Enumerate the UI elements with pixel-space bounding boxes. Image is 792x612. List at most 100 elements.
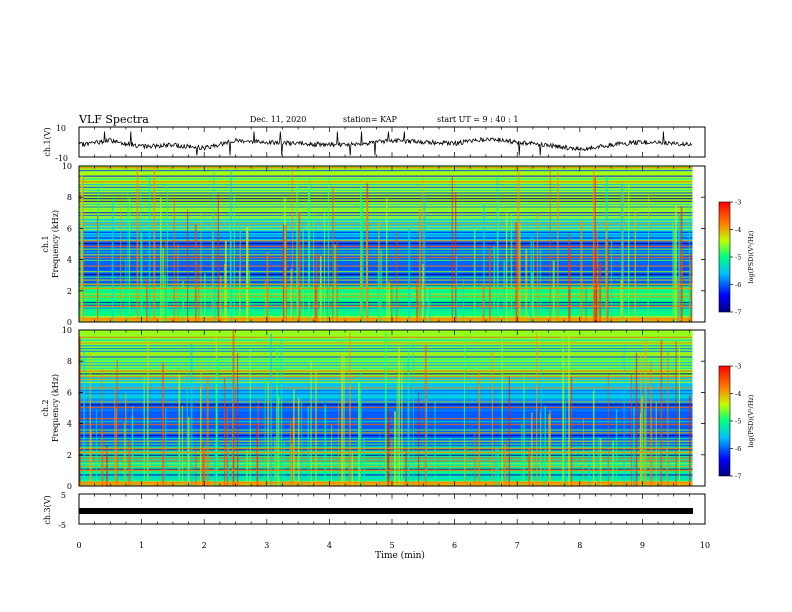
spectrogram-ytick-label: 2 — [67, 287, 72, 296]
spectrogram-streak — [365, 199, 368, 322]
spectrogram-streak — [323, 207, 326, 322]
station-label: station= KAP — [343, 115, 398, 124]
spectrogram-streak — [633, 406, 636, 486]
spectrogram-streak — [249, 350, 251, 486]
spectrogram-stripe — [79, 331, 693, 333]
spectrogram-streak — [336, 239, 338, 322]
spectrogram-stripe — [79, 175, 693, 177]
spectrogram-streak — [291, 166, 293, 322]
spectrogram-streak — [120, 206, 122, 322]
spectrogram-stripe — [79, 195, 693, 197]
spectrogram-streak — [596, 282, 598, 322]
spectrogram-streak — [105, 445, 108, 486]
spectrogram-streak — [359, 389, 362, 486]
spectrogram-streak — [548, 414, 551, 486]
spectrogram-streak — [198, 264, 200, 322]
spectrogram-streak — [331, 424, 332, 486]
spectrogram-streak — [280, 339, 283, 486]
spectrogram-streak — [186, 373, 188, 486]
spectrogram-streak — [408, 228, 411, 322]
spectrogram-streak — [465, 445, 467, 486]
spectrogram-streak — [536, 332, 538, 486]
spectrogram-streak — [635, 352, 638, 486]
time-tick-label: 1 — [139, 541, 144, 550]
spectrogram-streak — [597, 437, 600, 486]
spectrogram-streak — [233, 194, 235, 322]
spectrogram-streak — [203, 448, 206, 486]
spectrogram-streak — [232, 330, 235, 486]
spectrogram-streak — [504, 443, 507, 486]
spectrogram-streak — [563, 351, 565, 486]
spectrogram-streak — [634, 209, 636, 322]
spectrogram-streak — [278, 396, 280, 486]
spectrogram-streak — [283, 196, 286, 322]
spectrogram-streak — [570, 377, 573, 486]
ch2-colorbar-gradient — [718, 365, 731, 477]
spectrogram-streak — [549, 166, 551, 322]
ch1-spectrogram-yticks: 0 2 4 6 8 10 — [62, 162, 705, 327]
spectrogram-ytick-label: 8 — [67, 357, 72, 366]
spectrogram-streak — [510, 213, 513, 322]
spectrogram-streak — [213, 172, 215, 322]
spectrogram-streak — [528, 448, 531, 486]
time-tick-label: 6 — [452, 541, 457, 550]
spectrogram-streak — [202, 442, 204, 486]
spectrogram-stripe — [79, 268, 693, 270]
spectrogram-streak — [615, 409, 618, 486]
spectrogram-streak — [79, 337, 81, 486]
spectrogram-stripe — [79, 209, 693, 211]
spectrogram-streak — [658, 441, 660, 486]
ch1-waveform-ylabel: ch.1(V) — [43, 127, 52, 156]
spectrogram-streak — [515, 222, 518, 322]
spectrogram-stripe — [79, 189, 693, 191]
spectrogram-streak — [423, 195, 426, 322]
spectrogram-line — [79, 482, 693, 484]
spectrogram-streak — [237, 353, 239, 486]
spectrogram-streak — [285, 225, 287, 322]
spectrogram-streak — [474, 433, 476, 486]
spectrogram-streak — [264, 280, 266, 322]
spectrogram-streak — [297, 282, 299, 322]
ch1-spectrogram-panel: 0 2 4 6 8 10 ch.1 Frequency (kHz) — [41, 162, 706, 327]
time-tick-label: 5 — [389, 541, 394, 550]
colorbar-tick-label: -3 — [735, 363, 741, 371]
spectrogram-streak — [677, 277, 679, 322]
spectrogram-streak — [264, 377, 266, 486]
spectrogram-streak — [660, 339, 663, 486]
spectrogram-stripe — [79, 262, 693, 264]
spectrogram-line — [79, 305, 693, 308]
date-label: Dec. 11, 2020 — [250, 115, 306, 124]
spectrogram-streak — [672, 222, 674, 322]
spectrogram-streak — [525, 249, 528, 322]
spectrogram-streak — [89, 353, 91, 486]
spectrogram-streak — [128, 441, 131, 486]
ch1-waveform-panel: 10 -10 ch.1(V) — [43, 124, 706, 163]
time-tick-label: 3 — [264, 541, 269, 550]
spectrogram-streak — [530, 236, 533, 322]
spectrogram-streak — [114, 389, 116, 486]
colorbar-tick-label: -4 — [735, 226, 741, 234]
spectrogram-streak — [689, 207, 691, 322]
spectrogram-streak — [424, 344, 427, 486]
ch1-colorbar-gradient — [718, 201, 731, 313]
spectrogram-streak — [517, 168, 520, 322]
spectrogram-streak — [523, 373, 525, 486]
ch1-spectrogram-ylabel-freq: Frequency (kHz) — [51, 210, 60, 278]
spectrogram-streak — [599, 438, 602, 486]
spectrogram-stripe — [79, 315, 693, 318]
spectrogram-blank — [692, 330, 705, 486]
colorbar-tick-label: -5 — [735, 254, 741, 262]
spectrogram-stripe — [79, 276, 693, 278]
ch2-colorbar: -3 -4 -5 -6 -7 log(PSD)(V²/Hz) — [718, 363, 755, 481]
spectrogram-streak — [519, 223, 521, 322]
spectrogram-stripe — [79, 231, 693, 233]
spectrogram-ytick-label: 8 — [67, 193, 72, 202]
colorbar-tick-label: -5 — [735, 418, 741, 426]
time-tick-label: 4 — [327, 541, 332, 550]
spectrogram-streak — [627, 183, 630, 322]
spectrogram-streak — [650, 416, 653, 486]
spectrogram-streak — [675, 341, 677, 486]
spectrogram-streak — [351, 450, 354, 486]
spectrogram-ytick-label: 0 — [67, 318, 72, 327]
spectrogram-streak — [557, 172, 559, 322]
